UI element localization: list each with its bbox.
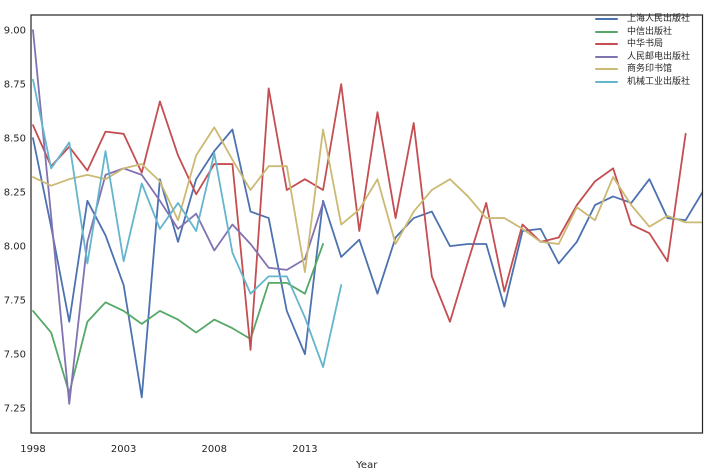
legend-line-swatch [595, 43, 618, 46]
series-line-0 [32, 128, 703, 399]
y-tick-label: 8.75 [4, 80, 26, 91]
legend-item: 中信出版社 [595, 27, 690, 37]
legend-label: 机械工业出版社 [627, 76, 691, 87]
y-tick-label: 8.25 [4, 188, 26, 199]
legend: 上海人民出版社 中信出版社中华书局 人民邮电出版社 商务印书馆 机械工业出版社 [595, 14, 690, 87]
x-tick-label: 2008 [202, 444, 227, 455]
x-tick-label: 2003 [111, 444, 136, 455]
series-line-5 [32, 78, 343, 369]
series-line-4 [32, 126, 703, 273]
y-tick-label: 7.25 [4, 404, 26, 415]
legend-label: 上海人民出版社 [627, 14, 691, 24]
legend-item: 上海人民出版社 [595, 14, 690, 24]
legend-item: 机械工业出版社 [595, 77, 690, 87]
legend-item: 中华书局 [595, 39, 690, 49]
series-line-1 [32, 243, 324, 394]
legend-line-swatch [595, 68, 618, 71]
legend-line-swatch [595, 55, 618, 58]
plot-border [30, 14, 704, 434]
y-tick-label: 8.50 [4, 134, 26, 145]
x-tick-label: 1998 [20, 444, 45, 455]
series-line-2 [32, 83, 687, 351]
x-axis-title: Year [355, 460, 378, 471]
y-tick-label: 7.75 [4, 296, 26, 307]
legend-item: 商务印书馆 [595, 64, 690, 74]
legend-line-swatch [595, 30, 618, 33]
legend-label: 中信出版社 [627, 26, 673, 37]
series-line-3 [32, 29, 324, 405]
legend-line-swatch [595, 80, 618, 83]
y-tick-label: 9.00 [4, 26, 26, 37]
legend-line-swatch [595, 18, 618, 20]
y-tick-label: 7.50 [4, 350, 26, 361]
legend-label: 商务印书馆 [627, 64, 673, 75]
y-tick-label: 8.00 [4, 242, 26, 253]
x-tick-label: 2013 [292, 444, 317, 455]
legend-item: 人民邮电出版社 [595, 52, 690, 62]
legend-label: 中华书局 [627, 39, 664, 50]
legend-label: 人民邮电出版社 [627, 51, 691, 62]
